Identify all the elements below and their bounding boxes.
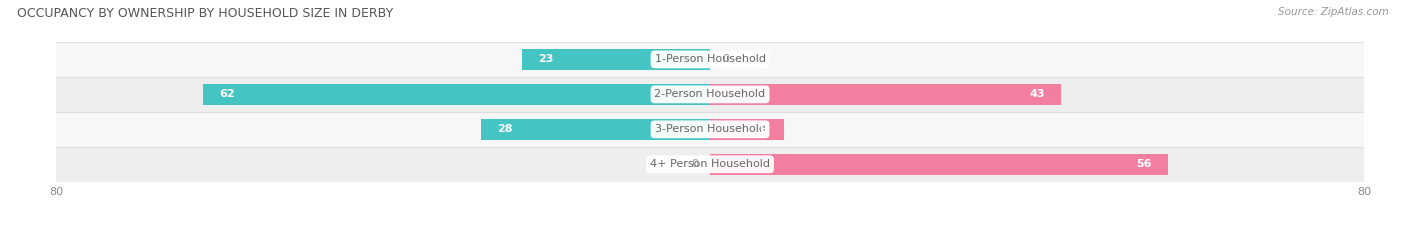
Text: 1-Person Household: 1-Person Household bbox=[655, 55, 765, 64]
Bar bbox=[522, 49, 710, 70]
Bar bbox=[56, 112, 1364, 147]
Text: Source: ZipAtlas.com: Source: ZipAtlas.com bbox=[1278, 7, 1389, 17]
Bar bbox=[56, 77, 1364, 112]
Text: 43: 43 bbox=[1029, 89, 1045, 99]
Text: 62: 62 bbox=[219, 89, 235, 99]
Bar bbox=[710, 154, 1167, 175]
Text: 9: 9 bbox=[759, 124, 768, 134]
Bar bbox=[481, 119, 710, 140]
Text: 56: 56 bbox=[1136, 159, 1152, 169]
Text: OCCUPANCY BY OWNERSHIP BY HOUSEHOLD SIZE IN DERBY: OCCUPANCY BY OWNERSHIP BY HOUSEHOLD SIZE… bbox=[17, 7, 394, 20]
Bar bbox=[710, 84, 1062, 105]
Bar bbox=[710, 119, 783, 140]
Bar bbox=[56, 147, 1364, 182]
Bar bbox=[204, 84, 710, 105]
Text: 4+ Person Household: 4+ Person Household bbox=[650, 159, 770, 169]
Text: 0: 0 bbox=[690, 159, 697, 169]
Bar bbox=[56, 42, 1364, 77]
Text: 28: 28 bbox=[498, 124, 513, 134]
Text: 23: 23 bbox=[538, 55, 554, 64]
Text: 3-Person Household: 3-Person Household bbox=[655, 124, 765, 134]
Text: 2-Person Household: 2-Person Household bbox=[654, 89, 766, 99]
Text: 0: 0 bbox=[723, 55, 730, 64]
